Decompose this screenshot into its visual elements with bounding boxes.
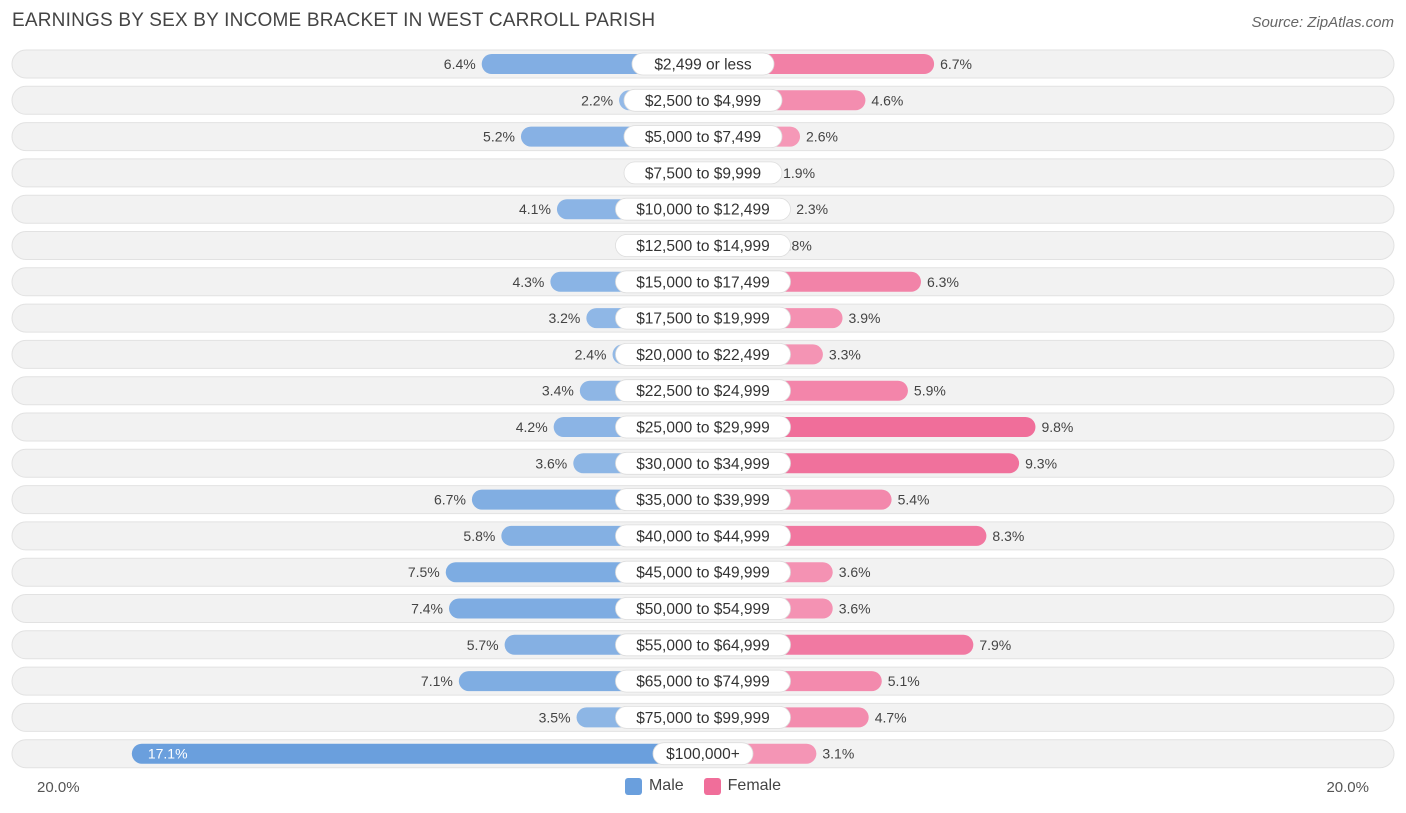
legend-male-label: Male: [648, 777, 684, 794]
female-value-label: 5.9%: [914, 383, 946, 399]
female-value-label: 8.3%: [992, 528, 1024, 544]
axis-left-label: 20.0%: [37, 779, 80, 796]
legend-female[interactable]: Female: [703, 777, 782, 795]
male-value-label: 5.8%: [463, 528, 495, 544]
legend-female-label: Female: [727, 777, 782, 794]
category-pill: [615, 524, 791, 548]
male-value-label: 4.2%: [516, 419, 548, 435]
category-pill: [615, 451, 791, 475]
category-label: $75,000 to $99,999: [636, 710, 770, 727]
female-value-label: 4.6%: [871, 92, 903, 108]
male-bar: [131, 743, 703, 764]
male-value-label: 6.7%: [434, 492, 466, 508]
female-value-label: 3.6%: [839, 601, 871, 617]
category-label: $40,000 to $44,999: [636, 528, 770, 545]
category-pill: [615, 234, 791, 257]
male-value-label: 2.4%: [575, 346, 607, 362]
axis-right-label: 20.0%: [1326, 779, 1369, 796]
category-pill: [615, 560, 791, 584]
category-label: $22,500 to $24,999: [636, 383, 770, 400]
male-swatch-icon: [624, 777, 642, 795]
category-pill: [631, 52, 775, 76]
category-pill: [615, 488, 791, 512]
female-value-label: 9.8%: [1041, 419, 1073, 435]
male-value-label: 2.2%: [581, 92, 613, 108]
category-label: $100,000+: [666, 746, 740, 763]
male-value-label: 6.4%: [444, 56, 476, 72]
category-pill: [615, 669, 791, 693]
category-label: $17,500 to $19,999: [636, 311, 770, 328]
category-pill: [615, 597, 791, 620]
chart-title: EARNINGS BY SEX BY INCOME BRACKET IN WES…: [12, 10, 656, 31]
category-pill: [615, 633, 791, 657]
female-value-label: 9.3%: [1025, 455, 1057, 471]
category-label: $35,000 to $39,999: [636, 492, 770, 509]
female-value-label: 6.7%: [940, 56, 972, 72]
female-value-label: 6.3%: [927, 274, 959, 290]
category-pill: [615, 342, 791, 366]
female-value-label: 5.4%: [898, 492, 930, 508]
legend: Male Female: [0, 777, 1406, 795]
category-label: $12,500 to $14,999: [636, 238, 770, 255]
male-value-label: 7.1%: [421, 673, 453, 689]
category-pill: [615, 415, 791, 439]
male-value-label: 4.1%: [519, 201, 551, 217]
category-pill: [623, 125, 783, 148]
category-pill: [615, 306, 791, 330]
male-value-label: 3.2%: [548, 310, 580, 326]
female-value-label: 2.3%: [796, 201, 828, 217]
category-pill: [623, 161, 783, 185]
male-value-label: 4.3%: [512, 274, 544, 290]
male-value-label: 17.1%: [148, 746, 188, 762]
category-pill: [652, 742, 754, 766]
category-label: $2,500 to $4,999: [645, 93, 761, 110]
category-label: $2,499 or less: [654, 57, 752, 74]
male-value-label: 5.2%: [483, 129, 515, 145]
female-value-label: 3.9%: [849, 310, 881, 326]
legend-male[interactable]: Male: [624, 777, 684, 795]
male-value-label: 7.4%: [411, 601, 443, 617]
female-swatch-icon: [703, 777, 721, 795]
female-value-label: 3.6%: [839, 564, 871, 580]
male-value-label: 3.6%: [535, 455, 567, 471]
source-note: Source: ZipAtlas.com: [1251, 14, 1394, 31]
category-label: $20,000 to $22,499: [636, 347, 770, 364]
female-value-label: 7.9%: [979, 637, 1011, 653]
category-label: $30,000 to $34,999: [636, 456, 770, 473]
male-value-label: 7.5%: [408, 564, 440, 580]
category-label: $15,000 to $17,499: [636, 274, 770, 291]
male-value-label: 5.7%: [467, 637, 499, 653]
category-pill: [615, 270, 791, 294]
category-label: $50,000 to $54,999: [636, 601, 770, 618]
female-value-label: 4.7%: [875, 709, 907, 725]
category-label: $45,000 to $49,999: [636, 565, 770, 582]
category-label: $55,000 to $64,999: [636, 637, 770, 654]
female-value-label: 2.6%: [806, 129, 838, 145]
category-label: $25,000 to $29,999: [636, 420, 770, 437]
category-pill: [615, 706, 791, 729]
category-label: $5,000 to $7,499: [645, 129, 761, 146]
female-value-label: 3.1%: [822, 746, 854, 762]
female-value-label: 5.1%: [888, 673, 920, 689]
female-value-label: 1.9%: [783, 165, 815, 181]
female-value-label: 3.3%: [829, 346, 861, 362]
male-value-label: 3.5%: [539, 709, 571, 725]
category-pill: [615, 197, 791, 221]
category-label: $65,000 to $74,999: [636, 674, 770, 691]
category-label: $7,500 to $9,999: [645, 165, 761, 182]
male-value-label: 3.4%: [542, 383, 574, 399]
category-label: $10,000 to $12,499: [636, 202, 770, 219]
category-pill: [615, 379, 791, 403]
category-pill: [623, 88, 783, 112]
